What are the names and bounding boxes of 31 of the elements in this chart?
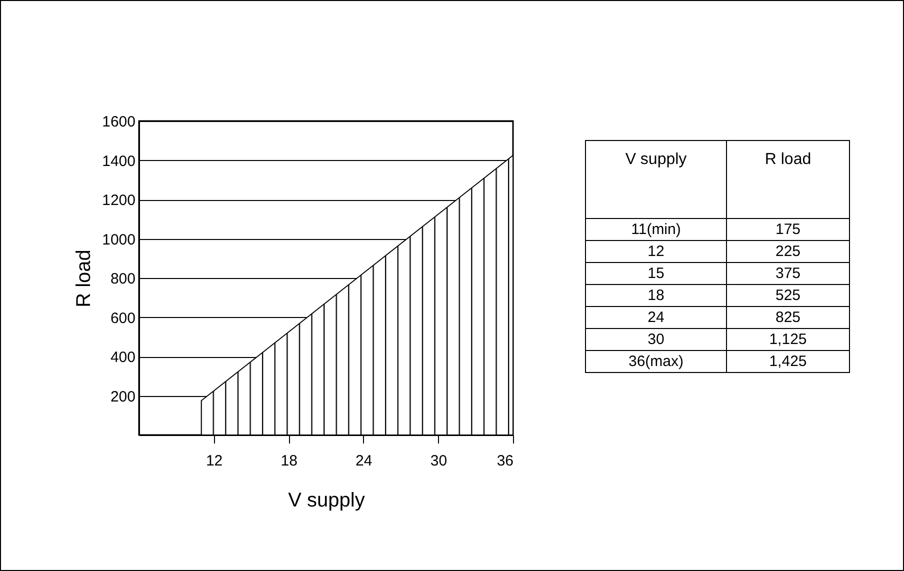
text: 1,425 (769, 353, 807, 370)
text: 225 (775, 243, 801, 260)
x-tick-label: 12 (206, 452, 223, 470)
text: 12 (586, 240, 726, 262)
text: 11(min) (586, 218, 726, 240)
text: 1,125 (769, 331, 807, 348)
text: 375 (775, 265, 801, 282)
x-tick-label: 30 (430, 452, 448, 470)
text: 18 (586, 284, 726, 306)
y-tick-label: 800 (110, 270, 136, 288)
x-tick-label: 24 (356, 452, 372, 470)
text: 15 (586, 262, 726, 284)
y-tick-label: 200 (110, 388, 136, 406)
y-tick-label: 600 (110, 310, 136, 327)
text: 30 (586, 328, 726, 350)
y-axis-title: R load (73, 250, 96, 308)
y-tick-label: 1000 (102, 231, 136, 248)
text: 36(max) (586, 350, 726, 372)
y-tick-label: 1200 (102, 192, 136, 209)
x-tick-label: 18 (280, 452, 298, 470)
text: 24 (586, 306, 726, 328)
text: V supply (625, 151, 687, 168)
y-tick-label: 1400 (102, 152, 136, 170)
y-tick-label: 400 (110, 349, 136, 366)
text: 175 (775, 221, 801, 238)
text: 825 (775, 309, 801, 326)
x-axis-title: V supply (288, 490, 365, 512)
text: 525 (775, 287, 801, 304)
x-tick-label: 36 (496, 452, 514, 470)
text: R load (764, 151, 812, 168)
y-tick-label: 1600 (102, 114, 136, 130)
